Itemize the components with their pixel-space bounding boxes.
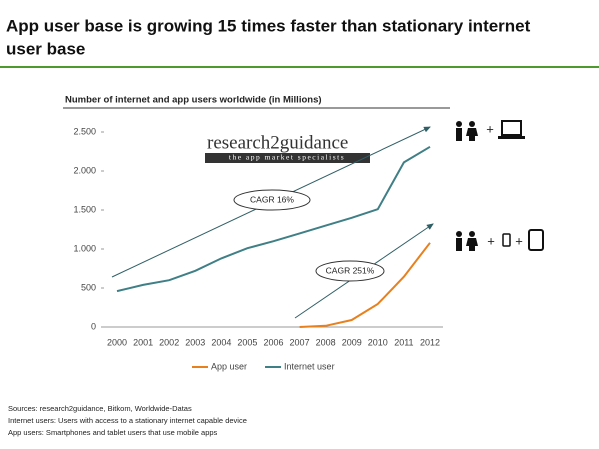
logo-band	[205, 153, 370, 163]
x-tick-label: 2000	[107, 337, 127, 347]
annotation: CAGR 251%	[326, 265, 375, 275]
x-tick-label: 2001	[133, 337, 153, 347]
annotation: CAGR 16%	[250, 194, 294, 204]
legend-label: App user	[211, 361, 247, 371]
series-line	[299, 242, 431, 328]
annotation-bubble	[233, 189, 311, 211]
x-tick-label: 2010	[368, 337, 388, 347]
series-line	[116, 145, 431, 293]
y-tick-label: 1.000	[73, 243, 96, 253]
x-tick-label: 2007	[290, 337, 310, 347]
logo: research2guidance	[207, 132, 348, 153]
y-tick-label: 1.500	[73, 204, 96, 214]
x-tick-label: 2002	[159, 337, 179, 347]
y-tick-label: 2.000	[73, 165, 96, 175]
icon-sign: +	[487, 233, 495, 248]
x-tick-label: 2008	[316, 337, 336, 347]
x-tick-label: 2011	[394, 337, 413, 347]
x-tick-label: 2005	[237, 337, 257, 347]
title-line: user base	[6, 39, 85, 58]
title-line: App user base is growing 15 times faster…	[6, 16, 531, 35]
y-tick-label: 500	[81, 282, 96, 292]
icons	[456, 120, 544, 251]
footnote: Sources: research2guidance, Bitkom, Worl…	[8, 404, 192, 413]
x-tick-label: 2006	[263, 337, 283, 347]
legend-label: Internet user	[284, 361, 335, 371]
icon-sign: +	[515, 233, 523, 248]
x-tick-label: 2009	[342, 337, 362, 347]
x-tick-label: 2012	[420, 337, 440, 347]
annotation-bubble	[315, 260, 385, 282]
chart-title: Number of internet and app users worldwi…	[65, 95, 322, 106]
x-tick-label: 2004	[211, 337, 231, 347]
icon-sign: +	[486, 121, 494, 136]
logo-tagline: the app market specialists	[229, 153, 345, 162]
footnote: Internet users: Users with access to a s…	[8, 416, 247, 425]
y-tick-label: 0	[91, 321, 96, 331]
y-tick-label: 2.500	[73, 126, 96, 136]
footnote: App users: Smartphones and tablet users …	[8, 428, 218, 437]
x-tick-label: 2003	[185, 337, 205, 347]
